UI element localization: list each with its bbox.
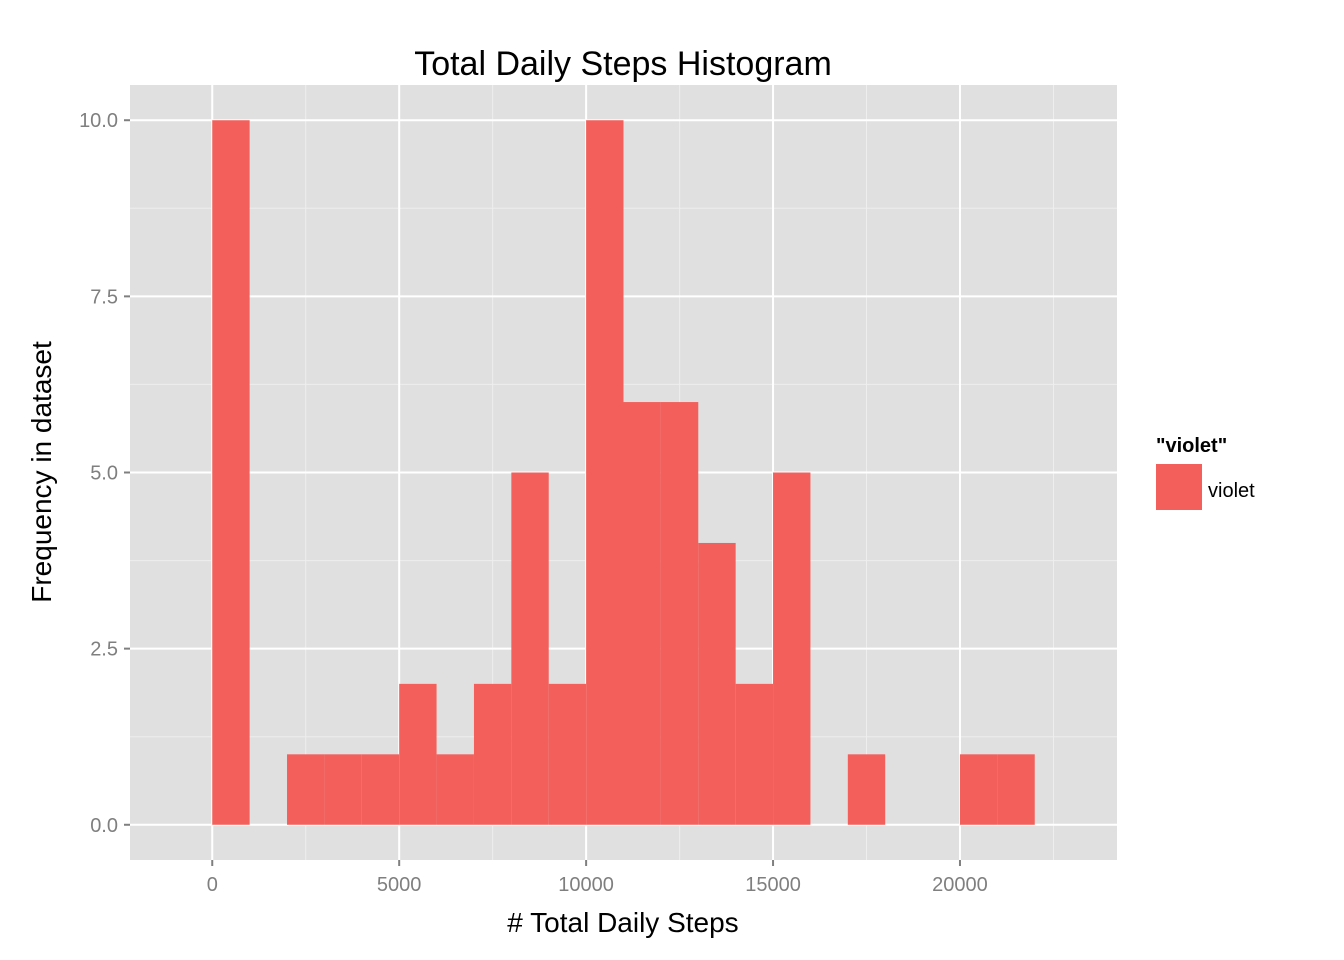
x-tick-label: 10000 [558,874,614,896]
x-axis-label: # Total Daily Steps [507,907,738,938]
y-axis-label: Frequency in dataset [26,341,57,603]
x-tick-label: 5000 [377,874,422,896]
histogram-bar [660,402,699,825]
histogram-bar [511,472,549,825]
legend: "violet" violet [1156,435,1255,510]
histogram-bar [473,683,512,825]
chart-title: Total Daily Steps Histogram [414,45,832,83]
histogram-bar [324,754,362,825]
histogram-bars [212,120,1035,825]
y-tick-label: 10.0 [79,110,118,132]
legend-label-violet: violet [1208,480,1255,502]
y-tick-label: 0.0 [90,815,118,837]
histogram-bar [361,754,400,825]
y-tick-label: 7.5 [90,286,118,308]
y-tick-label: 5.0 [90,463,118,485]
histogram-bar [959,754,998,825]
y-axis-ticks: 0.0 2.5 5.0 7.5 10.0 [79,110,130,837]
x-tick-label: 20000 [932,874,988,896]
histogram-bar [773,472,811,825]
histogram-bar [287,754,325,825]
x-tick-label: 0 [207,874,218,896]
histogram-bar [735,683,774,825]
histogram-bar [586,120,624,825]
histogram-bar [436,754,474,825]
x-tick-label: 15000 [745,874,801,896]
legend-title: "violet" [1156,435,1227,457]
histogram-bar [997,754,1035,825]
histogram-bar [212,120,250,825]
histogram-bar [698,542,736,825]
histogram-bar [623,402,661,825]
y-tick-label: 2.5 [90,639,118,661]
histogram-bar [548,683,587,825]
histogram-bar [399,683,437,825]
legend-key-violet [1156,464,1202,510]
x-axis-ticks: 0 5000 10000 15000 20000 [207,860,988,896]
histogram-bar [847,754,886,825]
